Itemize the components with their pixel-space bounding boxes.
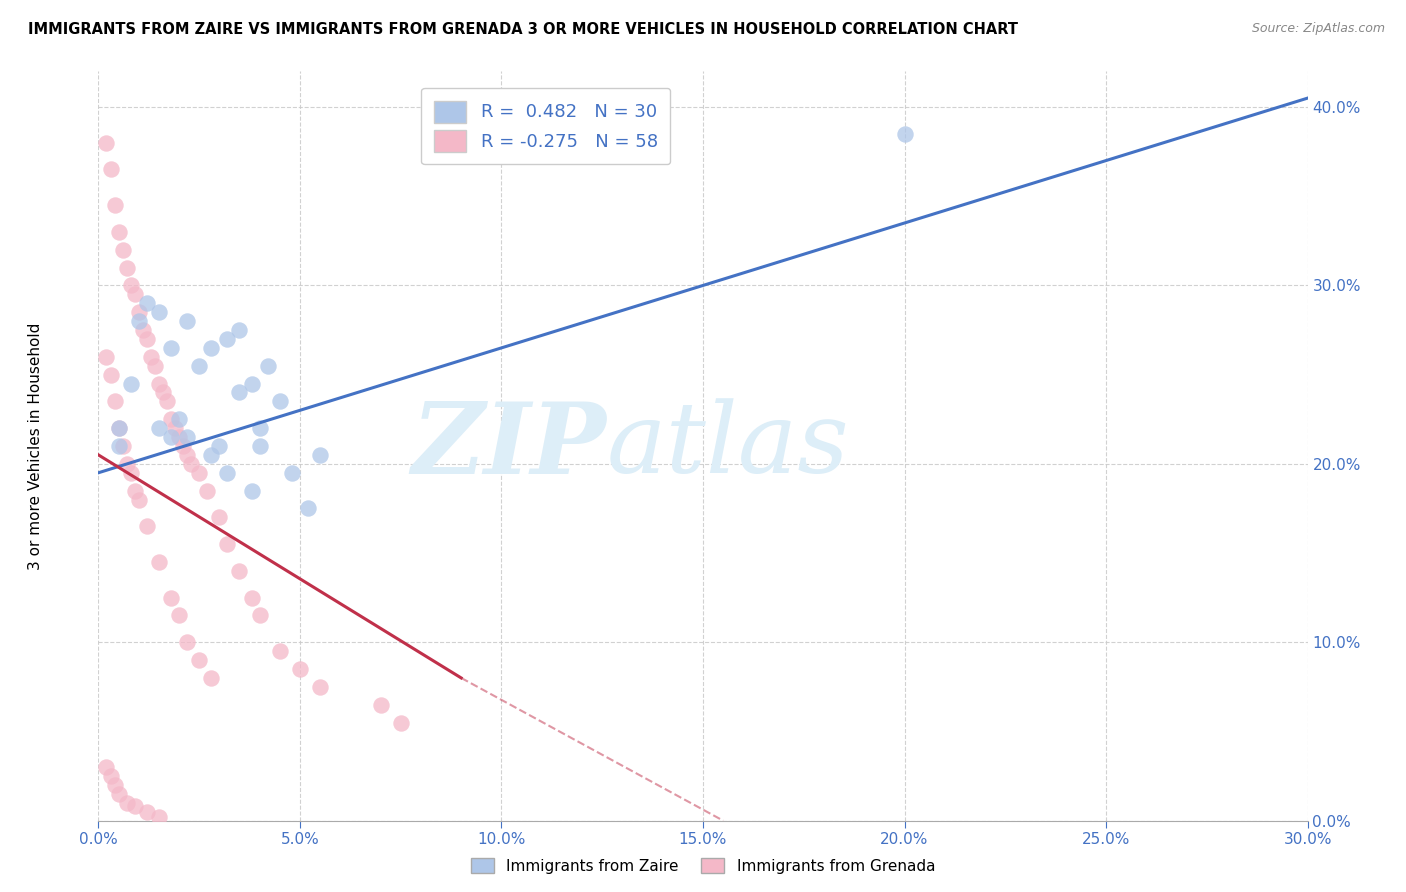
Point — [288, 662, 311, 676]
Point — [124, 799, 146, 814]
Point — [100, 162, 122, 177]
Point — [297, 501, 319, 516]
Point — [152, 385, 174, 400]
Point — [240, 483, 263, 498]
Point — [200, 671, 222, 685]
Point — [217, 537, 239, 551]
Point — [148, 305, 170, 319]
Point — [228, 564, 250, 578]
Point — [107, 439, 129, 453]
Point — [120, 466, 142, 480]
Point — [103, 778, 125, 792]
Point — [107, 225, 129, 239]
Point — [208, 439, 231, 453]
Point — [143, 359, 166, 373]
Point — [176, 635, 198, 649]
Point — [188, 359, 211, 373]
Point — [167, 412, 190, 426]
Point — [269, 394, 291, 409]
Point — [96, 136, 118, 150]
Point — [115, 796, 138, 810]
Point — [111, 243, 134, 257]
Point — [120, 278, 142, 293]
Point — [107, 421, 129, 435]
Text: atlas: atlas — [606, 399, 849, 493]
Point — [124, 287, 146, 301]
Point — [128, 314, 150, 328]
Point — [228, 385, 250, 400]
Text: 3 or more Vehicles in Household: 3 or more Vehicles in Household — [28, 322, 42, 570]
Point — [148, 421, 170, 435]
Point — [176, 430, 198, 444]
Point — [281, 466, 304, 480]
Point — [188, 653, 211, 667]
Legend: R =  0.482   N = 30, R = -0.275   N = 58: R = 0.482 N = 30, R = -0.275 N = 58 — [422, 88, 671, 164]
Text: Source: ZipAtlas.com: Source: ZipAtlas.com — [1251, 22, 1385, 36]
Point — [309, 680, 332, 694]
Point — [370, 698, 392, 712]
Point — [132, 323, 155, 337]
Point — [128, 492, 150, 507]
Point — [148, 376, 170, 391]
Point — [249, 439, 271, 453]
Point — [128, 305, 150, 319]
Point — [269, 644, 291, 658]
Point — [160, 430, 183, 444]
Legend: Immigrants from Zaire, Immigrants from Grenada: Immigrants from Zaire, Immigrants from G… — [465, 852, 941, 880]
Point — [115, 457, 138, 471]
Point — [107, 421, 129, 435]
Point — [167, 430, 190, 444]
Point — [120, 376, 142, 391]
Point — [100, 769, 122, 783]
Point — [240, 376, 263, 391]
Point — [200, 448, 222, 462]
Point — [135, 332, 157, 346]
Point — [124, 483, 146, 498]
Point — [163, 421, 186, 435]
Point — [148, 810, 170, 824]
Point — [249, 421, 271, 435]
Point — [228, 323, 250, 337]
Point — [217, 466, 239, 480]
Point — [160, 412, 183, 426]
Point — [167, 608, 190, 623]
Point — [309, 448, 332, 462]
Point — [217, 332, 239, 346]
Point — [148, 555, 170, 569]
Point — [111, 439, 134, 453]
Point — [176, 448, 198, 462]
Text: IMMIGRANTS FROM ZAIRE VS IMMIGRANTS FROM GRENADA 3 OR MORE VEHICLES IN HOUSEHOLD: IMMIGRANTS FROM ZAIRE VS IMMIGRANTS FROM… — [28, 22, 1018, 37]
Point — [135, 805, 157, 819]
Point — [156, 394, 179, 409]
Point — [176, 314, 198, 328]
Point — [135, 519, 157, 533]
Point — [180, 457, 202, 471]
Point — [389, 715, 412, 730]
Point — [96, 350, 118, 364]
Point — [139, 350, 162, 364]
Point — [107, 787, 129, 801]
Point — [115, 260, 138, 275]
Point — [96, 760, 118, 774]
Point — [893, 127, 915, 141]
Point — [100, 368, 122, 382]
Point — [200, 341, 222, 355]
Point — [103, 198, 125, 212]
Point — [188, 466, 211, 480]
Point — [160, 341, 183, 355]
Point — [195, 483, 218, 498]
Point — [240, 591, 263, 605]
Point — [103, 394, 125, 409]
Point — [256, 359, 278, 373]
Point — [160, 591, 183, 605]
Text: ZIP: ZIP — [412, 398, 606, 494]
Point — [135, 296, 157, 310]
Point — [249, 608, 271, 623]
Point — [172, 439, 194, 453]
Point — [208, 510, 231, 524]
